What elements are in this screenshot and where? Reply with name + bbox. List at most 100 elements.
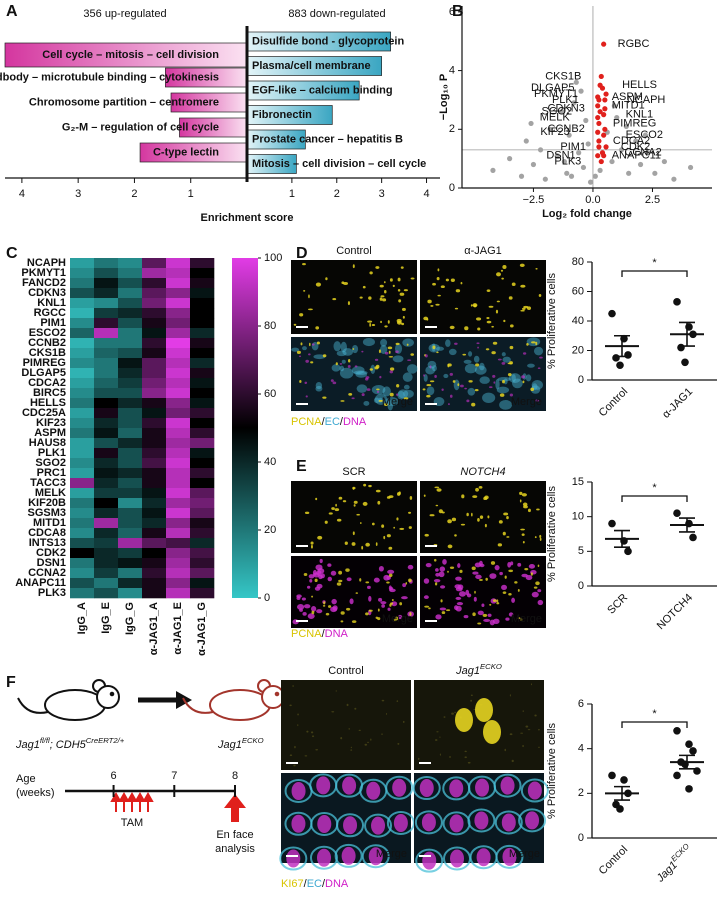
heat-cell: [166, 578, 191, 589]
image-texture: [381, 733, 383, 735]
gene-label: PIM1: [560, 141, 586, 153]
image-texture: [384, 325, 388, 328]
image-texture: [409, 612, 412, 616]
x-axis-title: Enrichment score: [201, 212, 294, 224]
image-texture: [297, 603, 305, 610]
image-texture: [536, 508, 540, 511]
image-texture: [530, 387, 535, 392]
text-part: PCNA: [291, 628, 322, 640]
image-texture: [520, 778, 549, 803]
heat-cell: [118, 328, 143, 339]
micrograph: [420, 337, 546, 411]
image-texture: [450, 278, 455, 282]
image-texture: [368, 609, 373, 612]
heat-cell: [70, 348, 95, 359]
image-texture: [510, 561, 514, 566]
image-texture: [352, 348, 355, 350]
image-texture: [522, 502, 528, 507]
image-texture: [299, 313, 304, 317]
image-texture: [412, 776, 441, 801]
y-tick-label: 4: [449, 64, 455, 76]
image-texture: [510, 324, 514, 328]
gene-point: [598, 158, 604, 165]
image-texture: [349, 598, 354, 605]
image-texture: [503, 512, 509, 516]
heat-cell: [70, 278, 95, 289]
gene-label: RGBC: [618, 38, 650, 50]
heat-cell: [118, 558, 143, 569]
panel-label: B: [452, 3, 464, 20]
point: [583, 117, 589, 124]
significance-bracket: [621, 270, 688, 277]
gene-point: [603, 91, 609, 97]
colorbar-label: 40: [264, 456, 276, 468]
heat-cell: [142, 568, 167, 579]
image-texture: [330, 606, 338, 613]
image-texture: [479, 515, 484, 519]
image-texture: [359, 578, 362, 582]
image-texture: [535, 341, 538, 346]
image-texture: [537, 599, 544, 606]
image-texture: [449, 394, 453, 398]
y-tick-label: 10: [572, 511, 584, 523]
image-texture: [454, 342, 458, 345]
image-texture: [341, 846, 356, 865]
y-tick-label: 40: [572, 315, 584, 327]
image-texture: [369, 322, 371, 327]
image-texture: [342, 500, 347, 503]
gene-label: CDK2: [621, 141, 650, 153]
image-texture: [415, 848, 444, 873]
colorbar: [232, 258, 258, 598]
significance-bracket: [621, 495, 688, 502]
heat-cell: [166, 268, 191, 279]
image-texture: [508, 592, 512, 596]
row-label: DSN1: [37, 557, 66, 569]
image-texture: [382, 298, 387, 302]
image-texture: [497, 543, 503, 547]
bar-label: G₂-M – regulation of cell cycle: [62, 121, 219, 133]
image-texture: [309, 845, 338, 870]
heat-cell: [94, 348, 119, 359]
heat-cell: [190, 368, 215, 379]
image-texture: [535, 267, 538, 270]
image-texture: [487, 515, 490, 519]
image-texture: [315, 385, 323, 392]
image-texture: [376, 388, 380, 391]
image-texture: [408, 578, 412, 583]
image-texture: [289, 754, 293, 757]
image-texture: [432, 282, 436, 286]
image-texture: [335, 503, 337, 507]
image-texture: [371, 522, 375, 526]
image-texture: [310, 544, 313, 549]
heat-cell: [94, 458, 119, 469]
image-texture: [527, 781, 542, 800]
gene-point: [599, 85, 606, 91]
image-texture: [498, 520, 503, 524]
image-texture: [452, 380, 456, 383]
image-texture: [520, 732, 524, 734]
image-texture: [338, 579, 343, 583]
image-texture: [383, 574, 390, 581]
significance-label: *: [652, 257, 657, 269]
image-texture: [371, 323, 376, 327]
image-texture: [472, 303, 478, 308]
image-texture: [388, 585, 392, 591]
image-texture: [397, 743, 400, 745]
data-point: [689, 533, 697, 542]
heat-cell: [142, 348, 167, 359]
image-texture: [397, 389, 409, 399]
error-bar: [679, 321, 695, 347]
image-texture: [303, 604, 311, 609]
point: [490, 167, 496, 173]
row-label: CDCA2: [28, 377, 66, 389]
image-texture: [502, 379, 505, 384]
gene-label: ANAPC11: [612, 150, 661, 162]
image-texture: [335, 362, 338, 366]
heat-cell: [190, 568, 215, 579]
column-header: SCR: [342, 466, 365, 478]
bar-label: Mitosis – cell division – cell cycle: [252, 158, 426, 170]
heat-cell: [70, 268, 95, 279]
tam-arrows: [110, 791, 154, 812]
image-texture: [473, 355, 480, 363]
image-texture: [291, 781, 306, 800]
